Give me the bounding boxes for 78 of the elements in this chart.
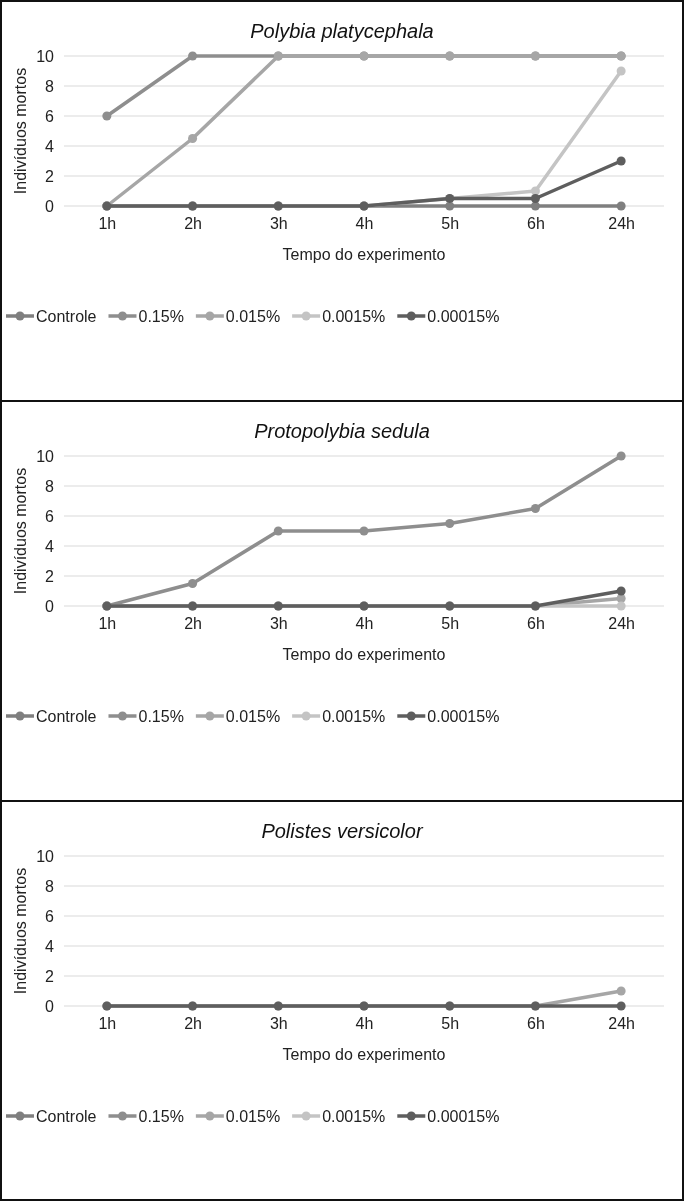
y-tick-label: 2	[45, 967, 55, 985]
y-tick-label: 4	[45, 137, 55, 155]
point	[273, 526, 283, 536]
point	[188, 133, 198, 144]
legend-label: Controle	[36, 308, 97, 325]
x-tick-label: 1h	[98, 615, 117, 633]
legend-label: 0.00015%	[427, 708, 500, 725]
x-axis-title: Tempo do experimento	[282, 1046, 446, 1063]
y-tick-label: 10	[36, 847, 55, 865]
point	[188, 51, 198, 61]
y-tick-label: 8	[45, 877, 55, 895]
point	[102, 111, 112, 121]
legend-label: Controle	[36, 708, 97, 725]
point	[616, 586, 626, 596]
x-tick-label: 4h	[355, 1015, 374, 1033]
x-tick-label: 4h	[355, 215, 374, 233]
y-tick-label: 8	[45, 77, 55, 95]
y-tick-label: 0	[45, 197, 55, 215]
point	[616, 201, 626, 211]
x-tick-label: 4h	[355, 615, 374, 633]
legend-label: 0.15%	[138, 308, 184, 325]
y-tick-label: 6	[45, 507, 55, 525]
x-tick-label: 2h	[184, 615, 202, 633]
legend-label: Controle	[36, 1108, 97, 1125]
legend-label: 0.0015%	[322, 708, 386, 725]
legend-label: 0.15%	[138, 1108, 184, 1125]
y-tick-label: 6	[45, 907, 55, 925]
y-tick-label: 4	[45, 537, 55, 555]
point	[530, 193, 540, 204]
x-tick-label: 3h	[269, 1015, 288, 1033]
legend-label: 0.015%	[225, 708, 281, 725]
x-tick-label: 2h	[184, 215, 202, 233]
point	[616, 156, 626, 166]
y-axis-title: Indivíduos mortos	[12, 867, 29, 995]
x-tick-label: 5h	[441, 215, 460, 233]
y-tick-label: 0	[45, 597, 55, 615]
x-axis-title: Tempo do experimento	[282, 246, 446, 263]
x-tick-label: 1h	[98, 1015, 117, 1033]
chart-title: Polybia platycephala	[250, 20, 434, 42]
point	[530, 503, 540, 514]
y-tick-label: 4	[45, 937, 55, 955]
point	[359, 526, 369, 536]
x-tick-label: 5h	[441, 1015, 460, 1033]
y-tick-label: 2	[45, 167, 55, 185]
x-tick-label: 3h	[269, 615, 288, 633]
point	[188, 578, 198, 589]
y-tick-label: 0	[45, 997, 55, 1015]
x-axis-title: Tempo do experimento	[282, 646, 446, 663]
y-tick-label: 10	[36, 447, 55, 465]
y-tick-label: 8	[45, 477, 55, 495]
point	[445, 518, 455, 529]
point	[616, 451, 626, 461]
legend-label: 0.15%	[138, 708, 184, 725]
legend-label: 0.015%	[225, 308, 281, 325]
legend-label: 0.00015%	[427, 308, 500, 325]
y-axis-title: Indivíduos mortos	[12, 67, 29, 195]
x-tick-label: 6h	[527, 1015, 545, 1033]
x-tick-label: 24h	[608, 615, 635, 633]
x-tick-label: 24h	[608, 1015, 635, 1033]
x-tick-label: 2h	[184, 1015, 202, 1033]
x-tick-label: 6h	[527, 615, 545, 633]
y-tick-label: 10	[36, 47, 55, 65]
x-tick-label: 24h	[608, 215, 635, 233]
legend-label: 0.0015%	[322, 1108, 386, 1125]
legend-label: 0.015%	[225, 1108, 281, 1125]
x-tick-label: 1h	[98, 215, 117, 233]
y-axis-title: Indivíduos mortos	[12, 467, 29, 595]
legend-label: 0.00015%	[427, 1108, 500, 1125]
y-tick-label: 6	[45, 107, 55, 125]
x-tick-label: 5h	[441, 615, 460, 633]
chart-title: Polistes versicolor	[261, 820, 424, 842]
point	[616, 601, 626, 611]
point	[616, 66, 626, 76]
chart-title: Protopolybia sedula	[254, 420, 430, 442]
legend-label: 0.0015%	[322, 308, 386, 325]
x-tick-label: 3h	[269, 215, 288, 233]
x-tick-label: 6h	[527, 215, 545, 233]
y-tick-label: 2	[45, 567, 55, 585]
